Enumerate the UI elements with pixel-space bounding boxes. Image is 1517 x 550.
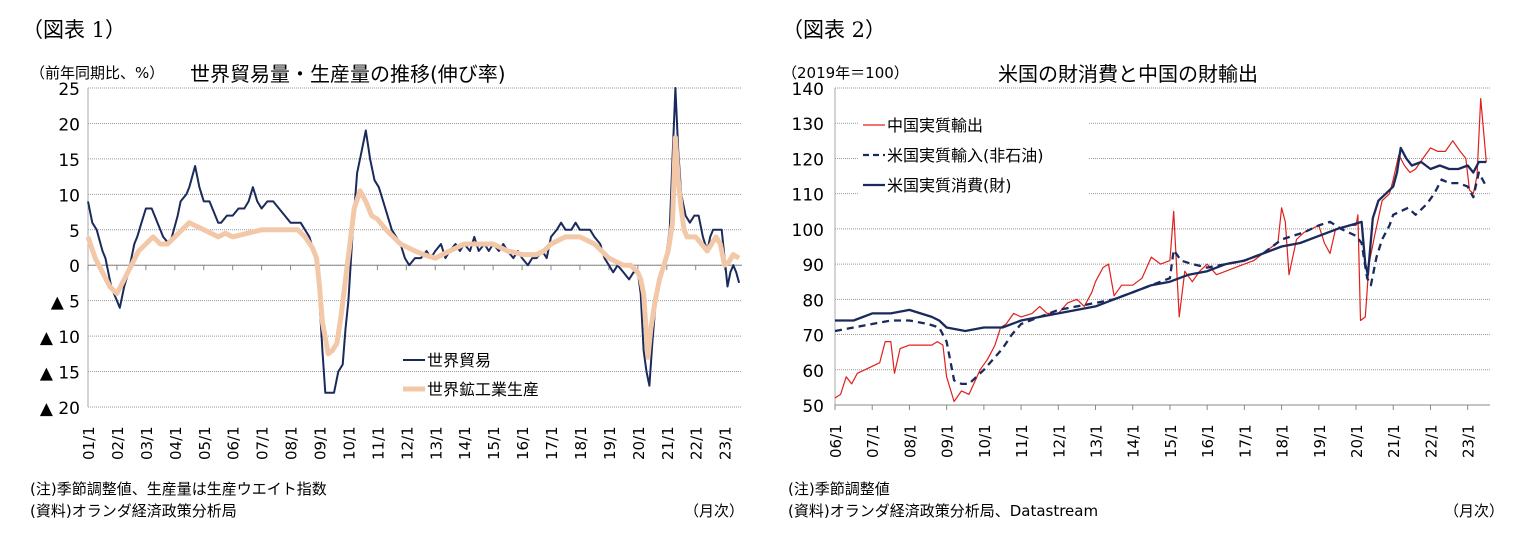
chart-title-2: 米国の財消費と中国の財輸出 (998, 62, 1258, 86)
series-line-2 (85, 135, 741, 360)
series-line-2 (834, 171, 1488, 386)
frequency-label-1: （月次） (684, 502, 745, 520)
note-2: (注)季節調整値 (788, 480, 890, 498)
y-tick-label: 80 (802, 291, 824, 311)
legend-background (859, 112, 1089, 136)
note-1: (注)季節調整値、生産量は生産ウエイト指数 (30, 480, 327, 498)
y-unit-label-2: （2019年＝100） (782, 64, 909, 82)
legend-label: 中国実質輸出 (887, 116, 983, 135)
x-tick-label: 13/1 (427, 426, 445, 460)
y-tick-label: ▲ 15 (40, 364, 80, 384)
source-2: (資料)オランダ経済政策分析局、Datastream (788, 502, 1099, 520)
x-tick-label: 08/1 (901, 424, 919, 458)
y-tick-label: 25 (58, 80, 80, 100)
x-tick-label: 23/1 (1460, 424, 1478, 458)
x-tick-label: 13/1 (1088, 424, 1106, 458)
x-tick-label: 04/1 (167, 426, 185, 460)
legend-background (859, 172, 1089, 196)
x-tick-label: 08/1 (283, 426, 301, 460)
x-tick-label: 10/1 (340, 426, 358, 460)
x-tick-label: 02/1 (109, 426, 127, 460)
x-tick-label: 20/1 (1348, 424, 1366, 458)
frequency-label-2: （月次） (1444, 502, 1505, 520)
x-tick-label: 15/1 (485, 426, 503, 460)
x-tick-label: 17/1 (1236, 424, 1254, 458)
y-tick-label: 110 (792, 186, 824, 206)
x-tick-label: 14/1 (1125, 424, 1143, 458)
y-unit-label-1: （前年同期比、%） (30, 64, 165, 82)
x-tick-label: 21/1 (659, 426, 677, 460)
x-tick-label: 18/1 (1274, 424, 1292, 458)
x-tick-label: 07/1 (254, 426, 272, 460)
x-tick-label: 19/1 (601, 426, 619, 460)
x-tick-label: 20/1 (630, 426, 648, 460)
figure-label-2: （図表 2） (782, 18, 887, 42)
chart-title-1: 世界貿易量・生産量の推移(伸び率) (190, 62, 506, 86)
x-tick-label: 22/1 (1422, 424, 1440, 458)
y-tick-label: 120 (792, 150, 824, 170)
x-tick-label: 06/1 (827, 424, 845, 458)
x-tick-label: 11/1 (1013, 424, 1031, 458)
source-1: (資料)オランダ経済政策分析局 (30, 502, 237, 520)
x-tick-label: 01/1 (80, 426, 98, 460)
x-tick-label: 15/1 (1162, 424, 1180, 458)
y-tick-label: 60 (802, 362, 824, 382)
y-tick-label: 50 (802, 397, 824, 417)
x-tick-label: 07/1 (864, 424, 882, 458)
x-tick-label: 19/1 (1311, 424, 1329, 458)
series-line-3 (835, 146, 1487, 333)
y-tick-label: 140 (792, 80, 824, 100)
y-tick-label: 15 (58, 151, 80, 171)
y-tick-label: ▲ 10 (40, 328, 80, 348)
legend-background (859, 142, 1089, 166)
y-tick-label: 0 (69, 257, 80, 277)
legend-label: 世界鉱工業生産 (427, 380, 539, 399)
legend-background (399, 347, 589, 371)
x-tick-label: 05/1 (196, 426, 214, 460)
x-tick-label: 16/1 (514, 426, 532, 460)
x-tick-label: 11/1 (369, 426, 387, 460)
legend-label: 世界貿易 (427, 351, 491, 370)
legend-label: 米国実質輸入(非石油) (887, 146, 1044, 165)
x-tick-label: 10/1 (976, 424, 994, 458)
x-tick-label: 09/1 (312, 426, 330, 460)
x-tick-label: 14/1 (456, 426, 474, 460)
x-tick-label: 12/1 (398, 426, 416, 460)
y-tick-label: 130 (792, 115, 824, 135)
x-tick-label: 03/1 (138, 426, 156, 460)
x-tick-label: 18/1 (572, 426, 590, 460)
x-tick-label: 21/1 (1385, 424, 1403, 458)
x-tick-label: 16/1 (1199, 424, 1217, 458)
figure-label-1: （図表 1） (22, 18, 127, 42)
series-line-1 (834, 98, 1487, 403)
y-tick-label: 5 (69, 222, 80, 242)
x-tick-label: 17/1 (543, 426, 561, 460)
y-tick-label: 90 (802, 256, 824, 276)
x-tick-label: 22/1 (688, 426, 706, 460)
y-tick-label: ▲ 5 (51, 293, 80, 313)
y-tick-label: 100 (792, 221, 824, 241)
legend-background (399, 376, 589, 400)
x-tick-label: 09/1 (939, 424, 957, 458)
legend-label: 米国実質消費(財) (887, 176, 1012, 195)
y-tick-label: ▲ 20 (40, 399, 80, 419)
x-tick-label: 12/1 (1050, 424, 1068, 458)
x-tick-label: 06/1 (225, 426, 243, 460)
y-tick-label: 20 (58, 115, 80, 135)
y-tick-label: 10 (58, 186, 80, 206)
x-tick-label: 23/1 (717, 426, 735, 460)
y-tick-label: 70 (802, 327, 824, 347)
